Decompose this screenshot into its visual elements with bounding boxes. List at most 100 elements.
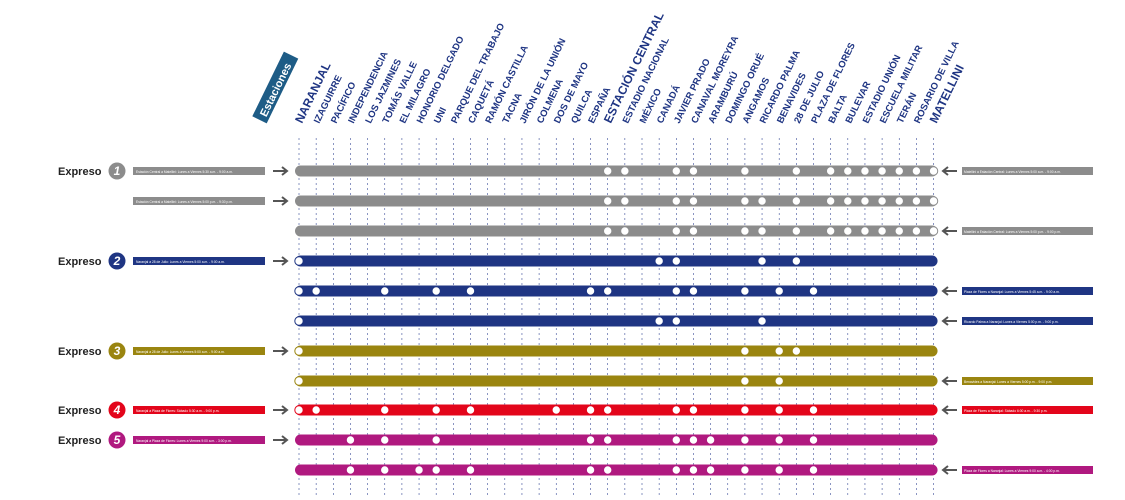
stop-marker bbox=[654, 256, 664, 266]
stop-marker bbox=[603, 196, 613, 206]
route-line bbox=[295, 404, 938, 416]
stop-marker bbox=[345, 465, 356, 475]
schedule-box-right bbox=[962, 466, 1093, 474]
stop-marker bbox=[294, 286, 304, 296]
stop-marker bbox=[671, 435, 681, 445]
stop-marker bbox=[911, 226, 922, 236]
stop-marker bbox=[671, 405, 681, 415]
stop-marker bbox=[688, 465, 699, 475]
stop-marker bbox=[603, 405, 613, 415]
stop-marker bbox=[791, 346, 802, 356]
stop-marker bbox=[671, 465, 681, 475]
schedule-box-left bbox=[133, 167, 265, 175]
stop-marker bbox=[688, 405, 699, 415]
stop-marker bbox=[551, 405, 561, 415]
stop-marker bbox=[757, 196, 767, 206]
expreso-badge bbox=[108, 162, 126, 180]
stop-marker bbox=[877, 166, 887, 176]
arrow-right-icon bbox=[273, 405, 289, 415]
schedule-box-right bbox=[962, 167, 1093, 175]
stop-marker bbox=[345, 435, 356, 445]
routes: Expreso 1 Estación Central a Matellini: Lu… bbox=[58, 162, 1093, 476]
stop-marker bbox=[654, 316, 664, 326]
stop-marker bbox=[860, 196, 870, 206]
stop-marker bbox=[808, 465, 819, 475]
schedule-text-right: Benavides a Naranjal: Lunes a Viernes 5:… bbox=[964, 380, 1052, 384]
arrow-left-icon bbox=[941, 226, 957, 236]
stop-marker bbox=[740, 286, 750, 296]
stop-marker bbox=[740, 226, 750, 236]
arrow-left-icon bbox=[941, 405, 957, 415]
stop-marker bbox=[585, 435, 596, 445]
stop-marker bbox=[671, 166, 681, 176]
stop-marker bbox=[465, 405, 476, 415]
stop-marker bbox=[843, 196, 853, 206]
schedule-text-right: Plaza de Flores a Naranjal: Lunes a Vier… bbox=[964, 469, 1060, 473]
schedule-text-left: Estación Central a Matellini: Lunes a Vi… bbox=[136, 200, 233, 204]
schedule-box-right bbox=[962, 317, 1093, 325]
stop-marker bbox=[928, 166, 939, 176]
route-row: Matellini a Estación Central: Lunes a Vi… bbox=[295, 225, 1093, 237]
stop-marker bbox=[603, 286, 613, 296]
stop-marker bbox=[774, 435, 784, 445]
schedule-box-right bbox=[962, 377, 1093, 385]
stations-header: Estaciones bbox=[252, 51, 299, 124]
schedule-box-left bbox=[133, 436, 265, 444]
stop-marker bbox=[465, 286, 476, 296]
stop-marker bbox=[380, 465, 390, 475]
schedule-text-left: Naranjal a 28 de Julio: Lunes a Viernes … bbox=[136, 350, 225, 354]
stop-marker bbox=[688, 226, 699, 236]
stop-marker bbox=[808, 435, 819, 445]
stop-marker bbox=[928, 196, 939, 206]
stop-marker bbox=[311, 405, 321, 415]
stop-marker bbox=[774, 465, 784, 475]
arrow-right-icon bbox=[273, 166, 289, 176]
arrow-left-icon bbox=[941, 465, 957, 475]
stop-marker bbox=[774, 376, 784, 386]
stop-marker bbox=[585, 405, 596, 415]
stop-marker bbox=[757, 226, 767, 236]
stop-marker bbox=[294, 316, 304, 326]
stop-marker bbox=[808, 286, 819, 296]
route-row: Expreso 3 Naranjal a 28 de Julio: Lunes a … bbox=[58, 342, 938, 360]
stop-marker bbox=[585, 286, 596, 296]
route-row: Expreso 4 Naranjal a Plaza de Flores: Sába… bbox=[58, 401, 1093, 419]
stop-marker bbox=[740, 405, 750, 415]
expreso-number: 5 bbox=[114, 433, 121, 447]
route-row: Expreso 5 Naranjal a Plaza de Flores: Lune… bbox=[58, 431, 938, 449]
schedule-box-right bbox=[962, 227, 1093, 235]
stop-marker bbox=[620, 226, 630, 236]
station-label: UNI bbox=[432, 106, 449, 126]
schedule-text-right: Plaza de Flores a Naranjal: Lunes a Vier… bbox=[964, 290, 1060, 294]
arrow-left-icon bbox=[941, 286, 957, 296]
stop-marker bbox=[757, 256, 767, 266]
stop-marker bbox=[825, 196, 836, 206]
expreso-label: Expreso bbox=[58, 166, 102, 178]
route-row: Expreso 2 Naranjal a 28 de Julio: Lunes a … bbox=[58, 252, 938, 270]
stop-marker bbox=[294, 346, 304, 356]
stop-marker bbox=[705, 465, 716, 475]
route-row: Plaza de Flores a Naranjal: Lunes a Vier… bbox=[294, 285, 1093, 297]
stop-marker bbox=[431, 465, 441, 475]
schedule-box-left bbox=[133, 406, 265, 414]
stop-marker bbox=[603, 226, 613, 236]
schedule-text-right: Plaza de Flores a Naranjal: Sábado 6:00 … bbox=[964, 409, 1047, 413]
stop-marker bbox=[294, 405, 304, 415]
stop-marker bbox=[740, 196, 750, 206]
stop-marker bbox=[671, 286, 681, 296]
stop-marker bbox=[671, 256, 681, 266]
arrow-left-icon bbox=[941, 166, 957, 176]
stop-marker bbox=[894, 226, 904, 236]
stop-marker bbox=[808, 405, 819, 415]
expreso-badge bbox=[108, 401, 126, 419]
stop-marker bbox=[431, 405, 441, 415]
stop-marker bbox=[740, 465, 750, 475]
schedule-box-right bbox=[962, 287, 1093, 295]
stop-marker bbox=[774, 286, 784, 296]
stop-marker bbox=[688, 166, 699, 176]
stop-marker bbox=[791, 256, 802, 266]
expreso-number: 2 bbox=[113, 254, 121, 268]
expreso-badge bbox=[108, 252, 126, 270]
stop-marker bbox=[894, 196, 904, 206]
